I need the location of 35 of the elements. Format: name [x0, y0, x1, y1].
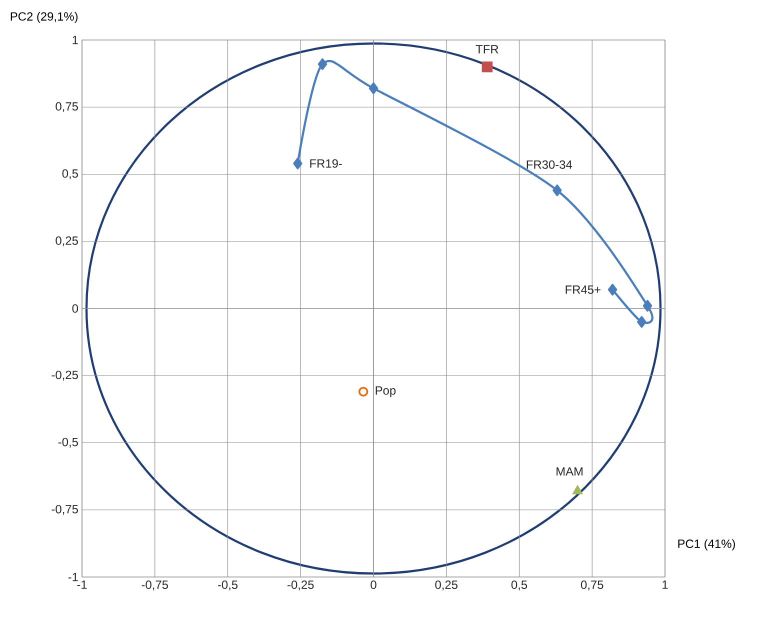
- point: [572, 486, 582, 494]
- point: [637, 316, 646, 328]
- x-tick-label: 1: [662, 580, 668, 589]
- point: [368, 82, 378, 94]
- annotation: FR19-: [310, 159, 342, 168]
- y-axis-title: PC2 (29,1%): [10, 12, 78, 24]
- x-tick-label: 0,75: [580, 580, 604, 590]
- point: [293, 158, 302, 170]
- annotation: FR45+: [566, 286, 600, 294]
- point: [482, 61, 493, 72]
- x-tick-label: -0,75: [142, 580, 168, 590]
- x-tick-label: 0,25: [435, 580, 458, 590]
- y-tick-label: -0,25: [52, 370, 78, 381]
- x-tick-label: 0: [370, 580, 376, 589]
- point: [552, 184, 562, 196]
- annotation: TFR: [476, 45, 498, 54]
- annotation: Pop: [376, 386, 396, 398]
- y-tick-label: 0,25: [56, 236, 78, 246]
- y-tick-label: 1: [72, 36, 78, 44]
- point: [358, 386, 368, 397]
- y-tick-label: 0,5: [62, 169, 78, 180]
- annotation: MAM: [556, 467, 583, 476]
- annotation: FR30-34: [526, 160, 572, 169]
- x-tick-label: 0,5: [511, 580, 528, 590]
- point: [608, 284, 618, 296]
- x-axis-title: PC1 (41%): [678, 539, 735, 550]
- x-tick-label: -0,25: [288, 580, 314, 590]
- y-tick-label: -0,75: [52, 504, 78, 515]
- y-tick-label: 0,75: [56, 102, 78, 112]
- point: [642, 300, 652, 312]
- y-tick-label: 0: [72, 304, 78, 313]
- y-tick-label: -0,5: [58, 438, 78, 448]
- point: [318, 58, 328, 70]
- x-tick-label: -0,5: [218, 580, 238, 590]
- y-tick-label: -1: [68, 572, 78, 582]
